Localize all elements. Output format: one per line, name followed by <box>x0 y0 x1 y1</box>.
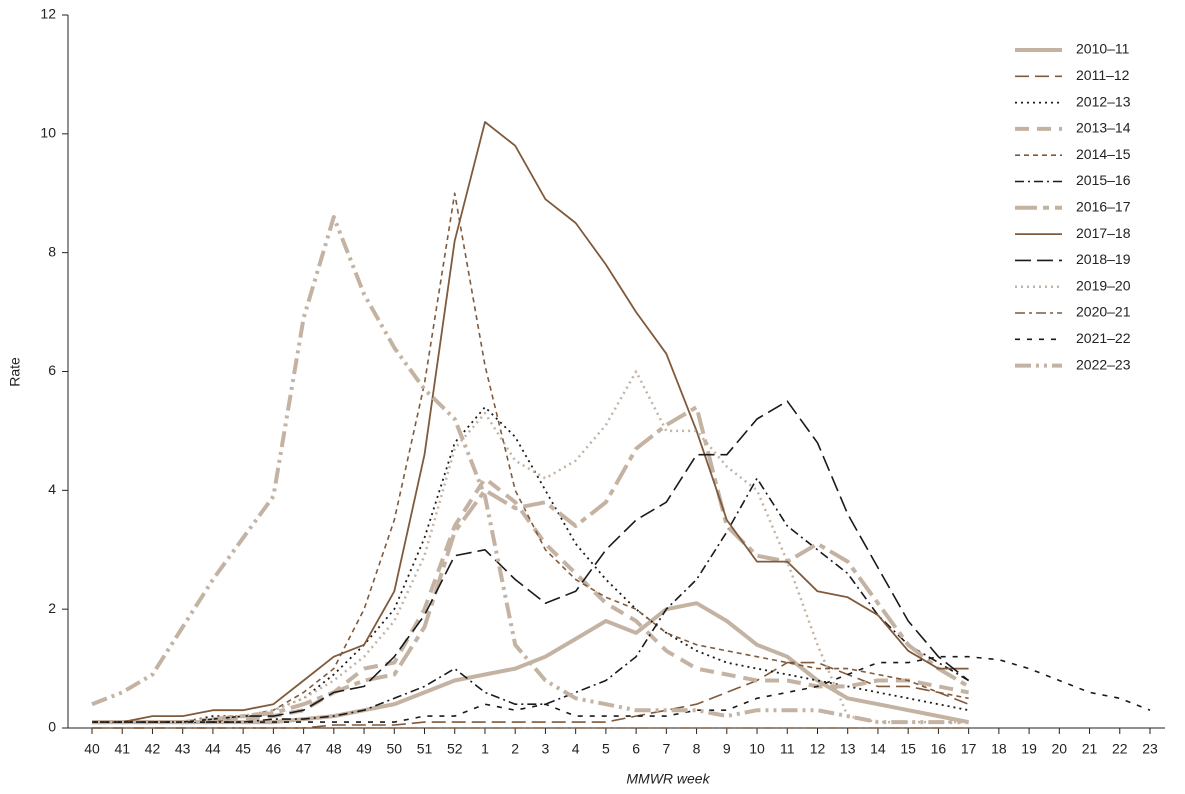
x-tick-label: 16 <box>931 741 947 757</box>
legend-label: 2016–17 <box>1076 199 1131 215</box>
x-tick-label: 11 <box>780 741 795 757</box>
x-tick-label: 13 <box>840 741 856 757</box>
x-tick-label: 45 <box>235 741 251 757</box>
series-line <box>92 661 969 729</box>
x-tick-label: 46 <box>266 741 282 757</box>
x-tick-label: 6 <box>632 741 640 757</box>
x-axis-label: MMWR week <box>626 771 710 787</box>
legend-label: 2011–12 <box>1076 67 1130 83</box>
x-tick-label: 7 <box>662 741 670 757</box>
legend-label: 2018–19 <box>1076 251 1131 267</box>
x-tick-label: 44 <box>205 741 221 757</box>
y-tick-label: 12 <box>40 6 56 22</box>
x-tick-label: 5 <box>602 741 610 757</box>
legend-label: 2021–22 <box>1076 330 1131 346</box>
y-tick-label: 0 <box>48 719 56 735</box>
x-tick-label: 40 <box>84 741 100 757</box>
legend-label: 2017–18 <box>1076 225 1131 241</box>
x-tick-label: 17 <box>961 741 977 757</box>
y-axis-label: Rate <box>7 357 23 387</box>
series-line <box>92 192 969 723</box>
x-tick-label: 8 <box>693 741 701 757</box>
series-line <box>92 476 969 725</box>
x-tick-label: 3 <box>542 741 550 757</box>
y-tick-label: 8 <box>48 243 56 259</box>
x-tick-label: 12 <box>810 741 826 757</box>
series-line <box>92 405 970 725</box>
x-tick-label: 10 <box>749 741 765 757</box>
x-tick-label: 21 <box>1082 741 1098 757</box>
x-tick-label: 43 <box>175 741 191 757</box>
legend-label: 2020–21 <box>1076 304 1131 320</box>
legend-label: 2019–20 <box>1076 277 1131 293</box>
x-tick-label: 14 <box>870 741 886 757</box>
x-tick-label: 2 <box>511 741 519 757</box>
x-tick-label: 20 <box>1052 741 1068 757</box>
legend-label: 2015–16 <box>1076 172 1131 188</box>
series-line <box>92 400 970 723</box>
y-tick-label: 4 <box>48 481 56 497</box>
x-tick-label: 9 <box>723 741 731 757</box>
x-tick-label: 42 <box>145 741 161 757</box>
x-tick-label: 48 <box>326 741 342 757</box>
series-line <box>92 370 969 724</box>
x-tick-label: 50 <box>386 741 402 757</box>
x-tick-label: 47 <box>296 741 312 757</box>
series-line <box>91 215 969 725</box>
series-line <box>92 121 969 723</box>
x-tick-label: 22 <box>1112 741 1128 757</box>
x-tick-label: 1 <box>481 741 489 757</box>
legend-label: 2013–14 <box>1076 120 1131 136</box>
legend-label: 2012–13 <box>1076 93 1131 109</box>
legend-label: 2010–11 <box>1076 41 1130 57</box>
x-tick-label: 49 <box>356 741 372 757</box>
x-tick-label: 51 <box>417 741 433 757</box>
x-tick-label: 15 <box>900 741 916 757</box>
x-tick-label: 18 <box>991 741 1007 757</box>
x-tick-label: 23 <box>1142 741 1158 757</box>
legend-label: 2022–23 <box>1076 356 1131 372</box>
y-tick-label: 6 <box>48 362 56 378</box>
x-tick-label: 4 <box>572 741 580 757</box>
x-tick-label: 52 <box>447 741 463 757</box>
series-line <box>92 655 1151 723</box>
x-tick-label: 19 <box>1021 741 1037 757</box>
x-tick-label: 41 <box>114 741 130 757</box>
legend-label: 2014–15 <box>1076 146 1131 162</box>
y-tick-label: 2 <box>48 600 56 616</box>
y-tick-label: 10 <box>40 125 56 141</box>
